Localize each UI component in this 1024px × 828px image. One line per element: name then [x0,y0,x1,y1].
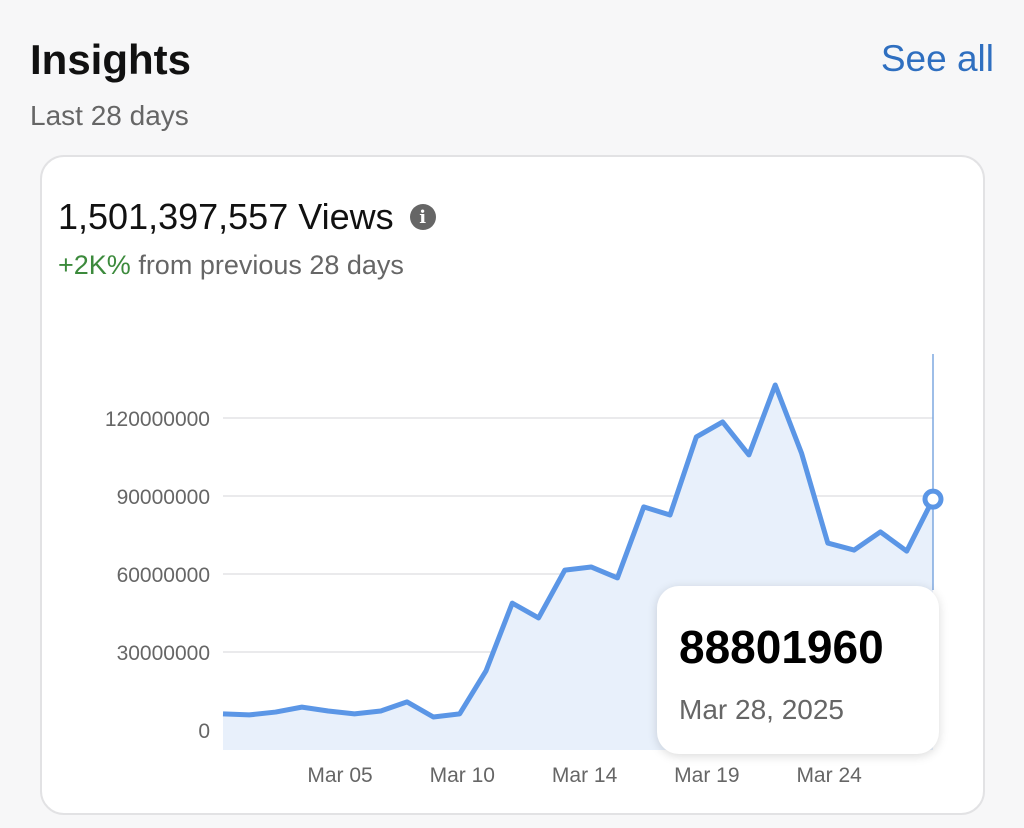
y-tick-label: 0 [198,720,210,743]
y-tick-label: 120000000 [105,408,210,431]
date-range-label: Last 28 days [30,100,189,131]
views-total: 1,501,397,557 Views i [58,196,436,238]
x-tick-label: Mar 10 [430,764,495,787]
x-tick-label: Mar 19 [674,764,739,787]
views-count: 1,501,397,557 Views [58,196,394,237]
views-change: +2K% from previous 28 days [58,250,404,281]
page-title: Insights [30,36,192,83]
change-percent: +2K% [58,250,131,280]
see-all-link[interactable]: See all [880,38,994,79]
info-icon[interactable]: i [409,204,436,230]
y-tick-label: 60000000 [117,564,210,587]
selected-point[interactable] [922,488,944,510]
x-tick-label: Mar 24 [796,764,862,787]
x-tick-label: Mar 14 [552,764,618,787]
tooltip-value: 88801960 [679,621,884,673]
series-line [222,382,936,720]
y-tick-label: 90000000 [117,486,210,509]
change-text: from previous 28 days [130,250,404,280]
chart-tooltip: 88801960 Mar 28, 2025 [657,586,939,754]
x-tick-label: Mar 05 [307,764,372,787]
y-tick-label: 30000000 [117,642,210,665]
tooltip-date: Mar 28, 2025 [679,694,844,725]
